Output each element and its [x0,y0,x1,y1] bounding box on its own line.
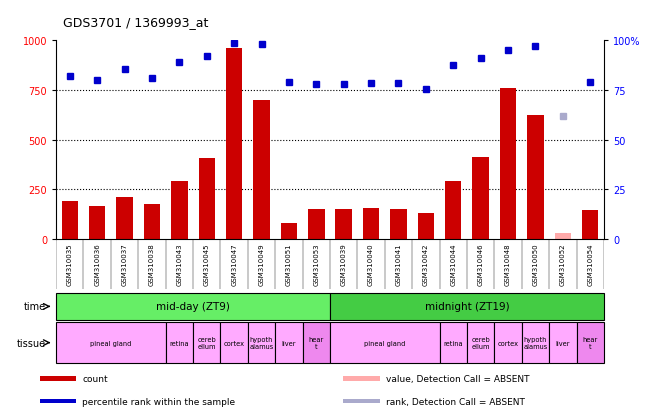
Bar [343,376,379,381]
Bar [500,89,516,240]
Bar [302,322,330,363]
Text: hypoth
alamus: hypoth alamus [249,336,274,349]
Text: retina: retina [170,340,189,346]
Bar [56,293,330,320]
Text: cereb
ellum: cereb ellum [197,336,216,349]
Bar [40,399,76,404]
Text: GSM310036: GSM310036 [94,243,100,286]
Bar [308,210,325,240]
Bar [171,182,187,240]
Text: GSM310044: GSM310044 [450,243,456,285]
Text: pineal gland: pineal gland [364,340,405,346]
Bar [248,322,275,363]
Text: count: count [82,374,108,383]
Text: liver: liver [282,340,296,346]
Bar [467,322,494,363]
Text: percentile rank within the sample: percentile rank within the sample [82,396,236,406]
Text: GSM310046: GSM310046 [478,243,484,285]
Text: GSM310037: GSM310037 [121,243,127,286]
Text: tissue: tissue [17,338,46,348]
Bar [330,293,604,320]
Text: liver: liver [556,340,570,346]
Bar [418,214,434,240]
Bar [220,322,248,363]
Bar [390,210,407,240]
Bar [549,322,577,363]
Bar [193,322,220,363]
Text: GSM310035: GSM310035 [67,243,73,285]
Bar [577,322,604,363]
Bar [582,211,599,240]
Bar [330,322,440,363]
Text: GSM310039: GSM310039 [341,243,346,286]
Text: hypoth
alamus: hypoth alamus [523,336,548,349]
Text: mid-day (ZT9): mid-day (ZT9) [156,301,230,312]
Text: GSM310048: GSM310048 [505,243,511,285]
Bar [61,202,78,240]
Text: hear
t: hear t [583,336,598,349]
Text: GSM310053: GSM310053 [314,243,319,285]
Text: GSM310045: GSM310045 [204,243,210,285]
Bar [56,322,166,363]
Text: time: time [24,301,46,312]
Text: retina: retina [444,340,463,346]
Bar [440,322,467,363]
Bar [40,376,76,381]
Text: GSM310042: GSM310042 [423,243,429,285]
Text: cortex: cortex [224,340,245,346]
Bar [116,198,133,240]
Text: pineal gland: pineal gland [90,340,131,346]
Bar [521,322,549,363]
Bar [280,224,297,240]
Bar [554,234,571,240]
Text: value, Detection Call = ABSENT: value, Detection Call = ABSENT [386,374,529,383]
Text: GSM310050: GSM310050 [533,243,539,285]
Text: cereb
ellum: cereb ellum [471,336,490,349]
Text: hear
t: hear t [309,336,324,349]
Text: GSM310043: GSM310043 [176,243,182,285]
Text: GSM310040: GSM310040 [368,243,374,285]
Text: cortex: cortex [498,340,519,346]
Text: GSM310051: GSM310051 [286,243,292,285]
Text: midnight (ZT19): midnight (ZT19) [424,301,510,312]
Bar [253,101,270,240]
Bar [473,157,489,240]
Bar [226,49,242,240]
Text: GSM310049: GSM310049 [259,243,265,285]
Bar [199,158,215,240]
Text: GSM310052: GSM310052 [560,243,566,285]
Text: GSM310047: GSM310047 [231,243,237,285]
Text: rank, Detection Call = ABSENT: rank, Detection Call = ABSENT [386,396,525,406]
Bar [343,399,379,404]
Bar [527,116,544,240]
Bar [166,322,193,363]
Text: GSM310038: GSM310038 [149,243,155,286]
Bar [275,322,302,363]
Text: GSM310054: GSM310054 [587,243,593,285]
Text: GDS3701 / 1369993_at: GDS3701 / 1369993_at [63,16,208,29]
Text: GSM310041: GSM310041 [395,243,401,285]
Bar [89,207,106,240]
Bar [144,205,160,240]
Bar [335,210,352,240]
Bar [363,209,380,240]
Bar [445,182,461,240]
Bar [494,322,521,363]
